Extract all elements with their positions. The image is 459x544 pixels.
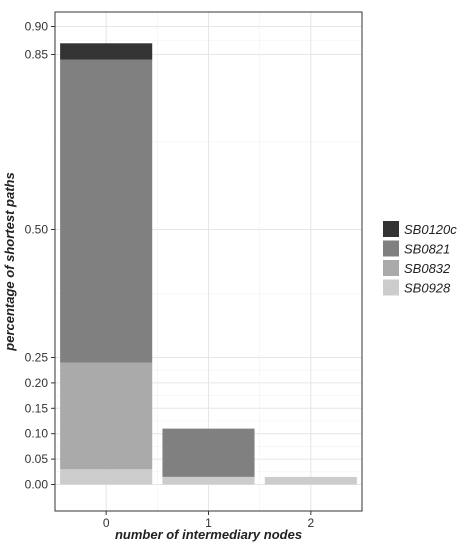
bar-segment-SB0928-0 bbox=[60, 469, 153, 485]
y-tick-label: 0.50 bbox=[25, 223, 49, 237]
y-tick-label: 0.20 bbox=[25, 376, 49, 390]
y-axis-title: percentage of shortest paths bbox=[2, 172, 17, 351]
y-tick-label: 0.00 bbox=[25, 478, 49, 492]
bar-segment-SB0928-2 bbox=[264, 476, 357, 485]
y-tick-label: 0.85 bbox=[25, 48, 49, 62]
legend-swatch-SB0928 bbox=[383, 279, 399, 296]
y-axis: 0.00 0.05 0.10 0.15 0.20 0.25 0.50 0.85 0.90 bbox=[25, 20, 55, 492]
x-axis: 0 1 2 bbox=[103, 511, 314, 530]
legend-label-SB0928: SB0928 bbox=[404, 281, 451, 296]
legend-swatch-SB0821 bbox=[383, 240, 399, 257]
legend-swatch-SB0120c bbox=[383, 221, 399, 237]
legend-swatch-SB0832 bbox=[383, 260, 399, 276]
bars bbox=[60, 43, 357, 485]
bar-segment-SB0821-0 bbox=[60, 59, 153, 363]
y-tick-label: 0.10 bbox=[25, 427, 49, 441]
y-tick-label: 0.25 bbox=[25, 351, 49, 365]
x-axis-title: number of intermediary nodes bbox=[115, 527, 302, 542]
bar-segment-SB0120c-0 bbox=[60, 43, 153, 60]
y-tick-label: 0.15 bbox=[25, 401, 49, 415]
bar-segment-SB0821-1 bbox=[162, 428, 255, 477]
x-tick-label: 2 bbox=[307, 516, 314, 530]
legend-label-SB0832: SB0832 bbox=[404, 261, 451, 276]
x-tick-label: 1 bbox=[205, 516, 212, 530]
y-tick-label: 0.90 bbox=[25, 20, 49, 34]
legend-label-SB0120c: SB0120c bbox=[404, 222, 457, 237]
bar-segment-SB0832-0 bbox=[60, 362, 153, 470]
legend-label-SB0821: SB0821 bbox=[404, 242, 450, 257]
y-tick-label: 0.05 bbox=[25, 452, 49, 466]
bar-segment-SB0928-1 bbox=[162, 476, 255, 485]
legend: SB0120c SB0821 SB0832 SB0928 bbox=[383, 221, 457, 296]
x-tick-label: 0 bbox=[103, 516, 110, 530]
